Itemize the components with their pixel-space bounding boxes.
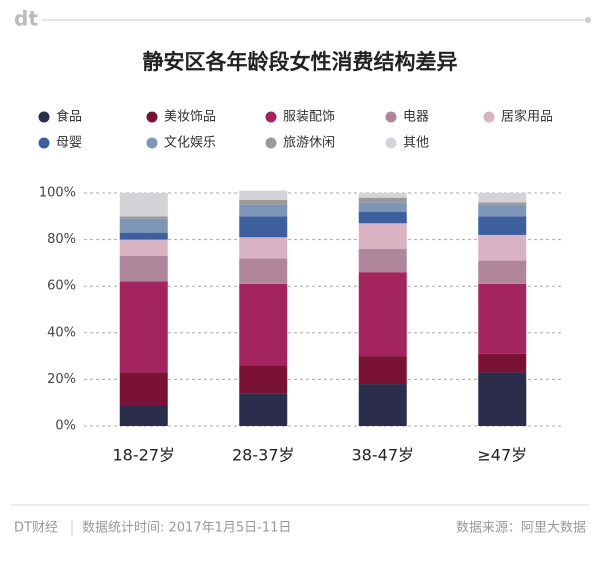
bar-segment — [478, 193, 527, 203]
bar-segment — [478, 204, 527, 217]
x-tick-label: 18-27岁 — [113, 446, 176, 465]
legend-marker — [265, 137, 277, 149]
bar-segment — [239, 283, 288, 366]
legend-label: 电器 — [403, 110, 429, 125]
bar-segment — [358, 202, 407, 212]
bar-segment — [119, 405, 168, 426]
bar-segment — [358, 248, 407, 273]
y-tick-label: 100% — [39, 186, 76, 201]
legend-label: 食品 — [56, 109, 82, 125]
bar-segment — [478, 202, 527, 205]
legend-label: 其他 — [403, 136, 429, 151]
bar-segment — [478, 260, 527, 284]
bar-segment — [119, 218, 168, 233]
chart-title: 静安区各年龄段女性消费结构差异 — [143, 50, 458, 74]
legend-marker — [265, 111, 277, 123]
footer-period: 数据统计时间: 2017年1月5日-11日 — [82, 521, 291, 536]
bar-segment — [119, 281, 168, 373]
x-tick-label: 28-37岁 — [232, 446, 295, 465]
legend-marker — [38, 137, 50, 149]
y-tick-label: 40% — [47, 325, 76, 340]
bar-segment — [358, 356, 407, 385]
bar-segment — [478, 234, 527, 261]
bar-segment — [358, 193, 407, 198]
bar-segment — [358, 197, 407, 203]
legend-label: 文化娱乐 — [164, 136, 216, 151]
y-tick-label: 60% — [47, 279, 76, 294]
bar-segment — [119, 232, 168, 240]
bar-segment — [358, 384, 407, 426]
x-tick-label: 38-47岁 — [352, 446, 415, 465]
bar-segment — [119, 255, 168, 282]
legend-label: 服装配饰 — [283, 110, 335, 125]
bar-segment — [239, 190, 288, 200]
bar-segment — [239, 204, 288, 217]
bar-segment — [239, 237, 288, 259]
x-tick-label: ≥47岁 — [477, 446, 527, 465]
bar-segment — [478, 372, 527, 426]
bar-segment — [239, 216, 288, 238]
bar-segment — [358, 272, 407, 357]
y-tick-label: 20% — [47, 372, 76, 387]
logo: dt — [14, 7, 38, 31]
legend-label: 美妆饰品 — [164, 110, 216, 125]
bar-segment — [358, 211, 407, 224]
footer-source: 数据来源：阿里大数据 — [456, 521, 586, 536]
header-dot — [585, 17, 591, 23]
bar-segment — [239, 393, 288, 426]
bar-segment — [478, 283, 527, 354]
bar-segment — [119, 372, 168, 406]
bar-segment — [239, 199, 288, 205]
legend-marker — [385, 137, 397, 149]
legend-marker — [146, 111, 158, 123]
y-tick-label: 80% — [47, 232, 76, 247]
bar-segment — [358, 223, 407, 249]
legend-label: 居家用品 — [501, 109, 553, 125]
y-tick-label: 0% — [55, 419, 76, 434]
legend-marker — [385, 111, 397, 123]
legend-marker — [483, 111, 495, 123]
bar-segment — [478, 353, 527, 373]
bar-segment — [239, 258, 288, 284]
footer-brand: DT财经 — [14, 521, 58, 536]
legend-label: 旅游休闲 — [283, 136, 335, 151]
bar-segment — [239, 365, 288, 394]
bar-segment — [478, 216, 527, 235]
bar-segment — [119, 239, 168, 256]
legend-marker — [38, 111, 50, 123]
legend-marker — [146, 137, 158, 149]
bar-segment — [119, 193, 168, 217]
legend-label: 母婴 — [56, 136, 82, 151]
bar-segment — [119, 216, 168, 219]
